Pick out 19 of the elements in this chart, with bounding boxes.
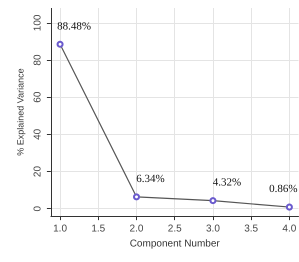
y-axis-title: % Explained Variance — [16, 68, 26, 156]
data-label: 6.34% — [136, 172, 165, 185]
y-tick-label: 0 — [32, 205, 44, 212]
data-label: 88.48% — [57, 20, 92, 32]
data-label: 4.32% — [212, 176, 242, 189]
x-tick-label: 4.0 — [282, 224, 297, 235]
y-tick-label: 40 — [32, 128, 44, 140]
y-tick-label: 100 — [32, 14, 44, 32]
x-tick-label: 2.5 — [168, 224, 182, 235]
x-axis-title: Component Number — [130, 238, 220, 250]
x-tick-label: 3.0 — [206, 224, 220, 235]
y-tick-label: 20 — [32, 166, 44, 178]
y-tick-label: 60 — [32, 91, 44, 103]
y-tick-label: 80 — [32, 54, 44, 66]
x-tick-label: 2.0 — [130, 224, 144, 235]
data-label: 0.86% — [269, 183, 298, 196]
x-tick-label: 3.5 — [244, 224, 259, 235]
x-tick-label: 1.5 — [91, 224, 106, 235]
x-tick-label: 1.0 — [53, 224, 68, 235]
